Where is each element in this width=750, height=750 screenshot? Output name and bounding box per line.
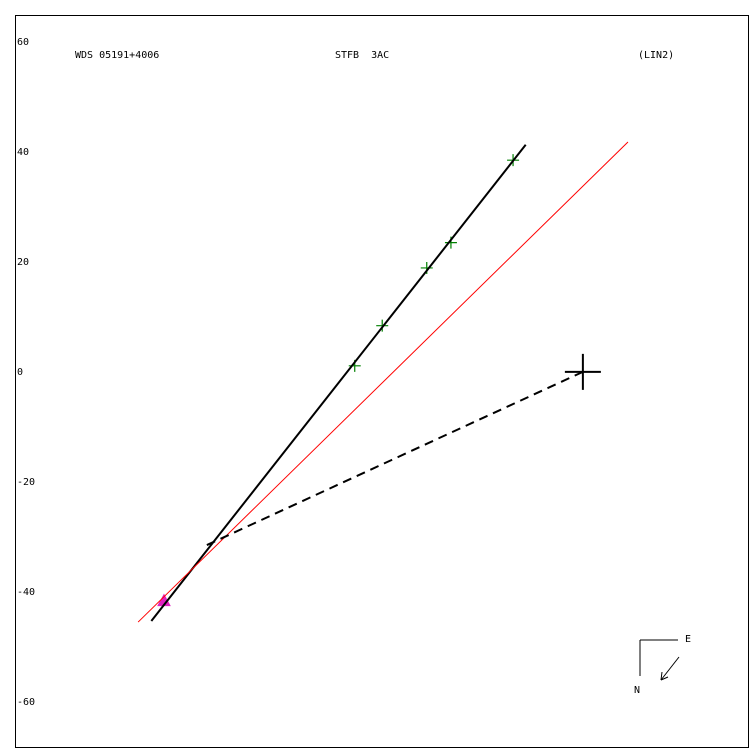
chart-title: WDS 05191+4006: [75, 50, 159, 61]
chart-subtitle: STFB 3AC: [335, 50, 389, 61]
compass-arrow: [660, 656, 680, 681]
y-tick-label: 0: [17, 367, 23, 378]
plot-frame: [15, 15, 749, 748]
compass: E N: [634, 634, 691, 696]
compass-north-label: N: [634, 685, 640, 696]
y-tick-label: -20: [17, 477, 35, 488]
y-tick-label: -40: [17, 587, 35, 598]
y-tick-label: 60: [17, 37, 29, 48]
y-tick-label: 40: [17, 147, 29, 158]
line: [150, 144, 527, 622]
line: [137, 141, 629, 623]
line: [206, 370, 584, 546]
primary-star: [564, 353, 601, 390]
y-tick-label: 20: [17, 257, 29, 268]
compass-east-label: E: [685, 634, 691, 645]
y-tick-label: -60: [17, 697, 35, 708]
annotation: (LIN2): [638, 50, 674, 61]
compass-arrowhead: [660, 671, 669, 681]
